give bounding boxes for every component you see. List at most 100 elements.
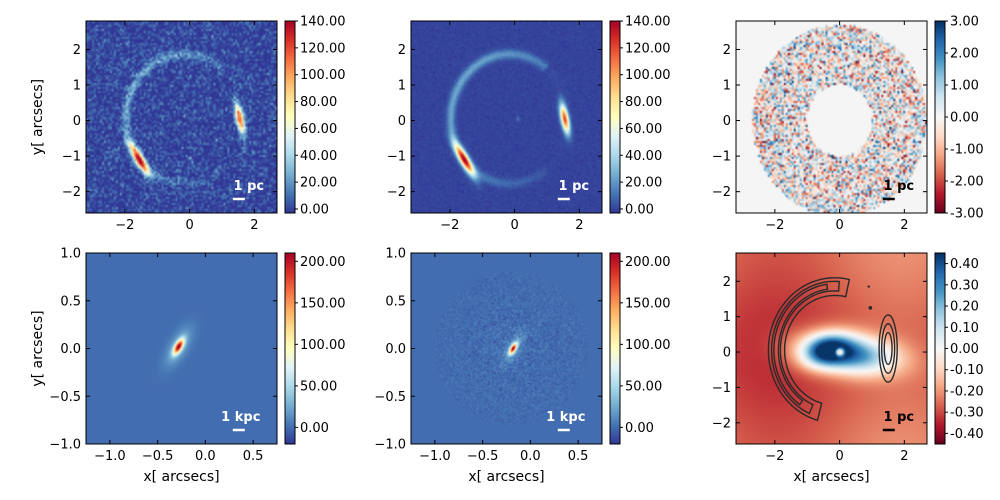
colorbar-tick-label: -3.00 xyxy=(950,207,984,222)
colorbar-tick-label: 120.00 xyxy=(300,41,346,56)
right-image-contour-1 xyxy=(878,314,898,383)
scale-bar-label: 1 pc xyxy=(884,410,915,425)
colorbar-tick-label: 50.00 xyxy=(625,379,662,394)
x-tick-label: 0.0 xyxy=(520,449,541,464)
y-tick-label: −1 xyxy=(712,150,731,165)
colorbar-tick-label: 0.20 xyxy=(950,300,979,315)
colorbar-gradient xyxy=(284,20,296,214)
x-tick-label: 2 xyxy=(900,218,908,233)
y-tick-label: 0 xyxy=(398,114,406,129)
normalized-residuals-colorbar: -3.00 -2.00 -1.00 0.00 1.00 2.00 3.00 xyxy=(934,15,984,222)
axes-frame xyxy=(85,20,278,214)
y-tick-label: 2 xyxy=(73,43,81,58)
y-axis-label: y[ arcsecs] xyxy=(30,79,46,155)
colorbar-tick-label: 100.00 xyxy=(625,338,671,353)
lens-image-data-image xyxy=(86,21,277,213)
colorbar-gradient xyxy=(609,20,621,214)
colorbar-tick-label: -0.40 xyxy=(950,427,984,442)
colorbar-tick-label: 0.00 xyxy=(300,202,329,217)
colorbar-tick-label: 0.00 xyxy=(625,421,654,436)
source-reconstruction-image xyxy=(411,253,602,444)
scale-bar-label: 1 kpc xyxy=(221,410,260,425)
colorbar-tick-label: -0.20 xyxy=(950,384,984,399)
y-tick-label: 2 xyxy=(398,43,406,58)
lens-image-data-axes: −2 0 2 −2 −1 0 1 2 y[ arcsecs] 1 pc xyxy=(30,20,278,233)
right-image-contour-3 xyxy=(883,331,893,366)
y-tick-label: 0.0 xyxy=(385,342,406,357)
colorbar-gradient xyxy=(609,252,621,445)
contour-dot xyxy=(868,306,873,310)
lens-image-model-axes: −2 0 2 −2 −1 0 1 2 1 pc xyxy=(387,20,603,233)
x-tick-label: 2 xyxy=(900,449,908,464)
colorbar-tick-label: 40.00 xyxy=(300,149,337,164)
source-true-axes: −1.0 −0.5 0.0 0.5 −1.0 −0.5 0.0 0.5 1.0 x[ arcsec… xyxy=(30,247,278,485)
axes-frame xyxy=(735,252,928,445)
y-tick-label: −1 xyxy=(387,150,406,165)
colorbar-tick-label: 60.00 xyxy=(300,122,337,137)
x-tick-label: −1.0 xyxy=(419,449,451,464)
x-tick-label: 2 xyxy=(250,218,258,233)
colorbar-tick-label: 80.00 xyxy=(300,95,337,110)
y-tick-label: −1.0 xyxy=(49,438,81,453)
colorbar-tick-label: 20.00 xyxy=(300,176,337,191)
y-tick-label: 2 xyxy=(723,275,731,290)
colorbar-tick-label: 150.00 xyxy=(300,296,346,311)
x-tick-label: 0.0 xyxy=(195,449,216,464)
y-tick-label: 1 xyxy=(723,310,731,325)
scale-bar-label: 1 pc xyxy=(884,179,915,194)
y-tick-label: −2 xyxy=(712,185,731,200)
contour-dot xyxy=(867,285,870,288)
potential-correction-colorbar: -0.40 -0.30 -0.20 -0.10 0.00 0.10 0.20 0.30 0.40 xyxy=(934,252,984,445)
x-tick-label: 0.5 xyxy=(568,449,589,464)
x-tick-label: −2 xyxy=(440,218,459,233)
colorbar-tick-label: 200.00 xyxy=(300,255,346,270)
y-tick-label: 1.0 xyxy=(385,247,406,262)
normalized-residuals-axes: −2 0 2 −2 −1 0 1 2 1 pc xyxy=(712,20,928,233)
arc-contour-outer xyxy=(767,277,851,422)
y-tick-label: 0.0 xyxy=(60,342,81,357)
colorbar-tick-label: 40.00 xyxy=(625,149,662,164)
scale-bar-label: 1 pc xyxy=(559,179,590,194)
colorbar-gradient xyxy=(284,252,296,445)
axes-frame xyxy=(735,20,928,214)
x-tick-label: −2 xyxy=(765,218,784,233)
scale-bar-label: 1 pc xyxy=(234,179,265,194)
y-tick-label: 2 xyxy=(723,43,731,58)
lensed-arc-contours xyxy=(767,277,898,422)
x-axis-label: x[ arcsecs] xyxy=(143,469,219,485)
y-tick-label: −1 xyxy=(712,381,731,396)
colorbar-tick-label: -0.30 xyxy=(950,406,984,421)
colorbar-tick-label: 140.00 xyxy=(625,15,671,30)
y-tick-label: 0 xyxy=(73,114,81,129)
colorbar-tick-label: 80.00 xyxy=(625,95,662,110)
colorbar-tick-label: 60.00 xyxy=(625,122,662,137)
source-reconstruction-axes: −1.0 −0.5 0.0 0.5 −1.0 −0.5 0.0 0.5 1.0 x[ arcsec… xyxy=(374,247,603,485)
potential-correction-axes: −2 0 2 −2 −1 0 1 2 x[ arcsecs] 1 pc xyxy=(712,252,928,485)
x-tick-label: −2 xyxy=(115,218,134,233)
scale-bar-label: 1 kpc xyxy=(546,410,585,425)
colorbar-tick-label: 100.00 xyxy=(300,338,346,353)
y-tick-label: −1 xyxy=(62,150,81,165)
source-true-image xyxy=(86,253,277,444)
colorbar-tick-label: 2.00 xyxy=(950,47,979,62)
colorbar-tick-label: -2.00 xyxy=(950,175,984,190)
x-tick-label: 0 xyxy=(510,218,518,233)
y-tick-label: 0.5 xyxy=(385,294,406,309)
x-axis-label: x[ arcsecs] xyxy=(793,469,869,485)
arc-contour-inner xyxy=(773,283,829,406)
arc-contour-middle xyxy=(770,280,840,415)
colorbar-gradient xyxy=(934,20,946,214)
colorbar-tick-label: 0.10 xyxy=(950,321,979,336)
y-axis-label: y[ arcsecs] xyxy=(30,310,46,386)
x-tick-label: −2 xyxy=(765,449,784,464)
y-tick-label: −1.0 xyxy=(374,438,406,453)
y-tick-label: −2 xyxy=(62,185,81,200)
colorbar-tick-label: 50.00 xyxy=(300,379,337,394)
x-tick-label: 0 xyxy=(835,218,843,233)
y-tick-label: −2 xyxy=(712,416,731,431)
x-tick-label: 0 xyxy=(185,218,193,233)
x-tick-label: 0.5 xyxy=(243,449,264,464)
colorbar-tick-label: 1.00 xyxy=(950,79,979,94)
y-tick-label: 1 xyxy=(73,79,81,94)
colorbar-tick-label: 0.30 xyxy=(950,278,979,293)
